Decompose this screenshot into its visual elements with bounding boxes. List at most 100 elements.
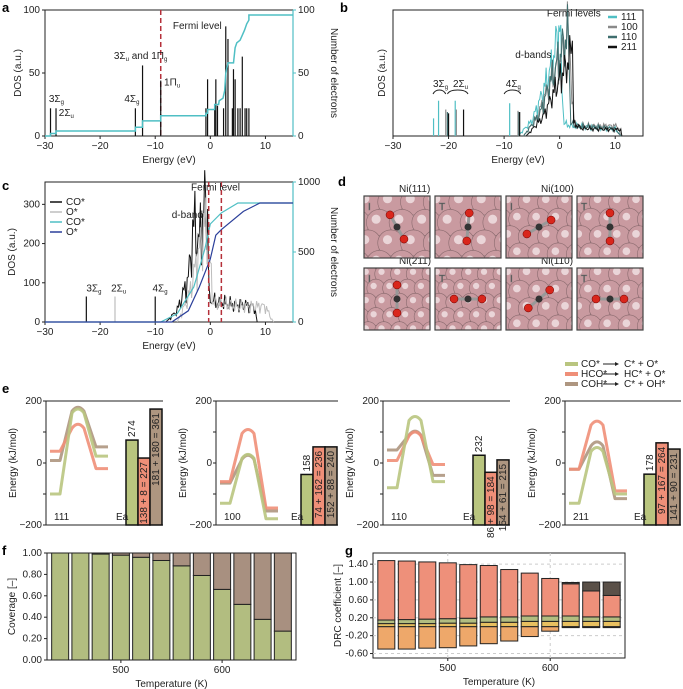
ni-highlight (532, 354, 540, 362)
ni-highlight (580, 337, 588, 345)
y-tick-label: -0.60 (345, 649, 368, 660)
y-tick-label: 0.20 (23, 634, 43, 645)
ni-atom (364, 321, 378, 330)
annotation-part: 3Σ (114, 51, 126, 62)
ni-highlight (651, 195, 659, 203)
x-axis-label: Energy (eV) (142, 341, 195, 352)
electron-count-line (45, 202, 293, 323)
ni-atom (666, 191, 683, 213)
ni-atom (480, 332, 502, 354)
ni-highlight (632, 196, 640, 204)
bar-segment-green (438, 618, 457, 624)
tile-frame (434, 195, 502, 259)
bar-segment-yellow (500, 621, 519, 628)
ni-highlight (513, 319, 521, 328)
x-tick-label: −30 (37, 327, 54, 338)
ni-atom (518, 332, 540, 354)
ni-highlight (622, 212, 631, 221)
ni-highlight (378, 325, 385, 330)
ni-highlight (417, 311, 425, 318)
bar-segment-other (273, 552, 292, 632)
ni-highlight (506, 196, 512, 204)
ni-highlight (480, 325, 488, 330)
carbon-atom (606, 295, 614, 303)
oxygen-atom (545, 285, 554, 295)
annotation-part: u (123, 289, 126, 295)
ni-highlight (609, 178, 617, 186)
annotation-part: 3Σ (433, 79, 445, 90)
annotation-part: d-bands (515, 50, 551, 61)
ni-highlight (506, 230, 512, 238)
ni-highlight (394, 174, 403, 183)
ni-atom (617, 314, 641, 330)
ni-highlight (442, 214, 452, 224)
ni-atom (480, 169, 506, 195)
ni-atom (476, 321, 496, 330)
ni-atom (666, 226, 683, 248)
ni-atom (676, 315, 683, 337)
oxygen-atom (619, 294, 629, 304)
ni-highlight (603, 247, 611, 256)
ni-highlight (556, 174, 565, 183)
bar-segment-orange (459, 626, 478, 647)
ni-atom (435, 169, 461, 195)
atoms (574, 246, 683, 354)
ni-atom (647, 332, 669, 354)
ni-highlight (584, 247, 592, 256)
brace (432, 89, 447, 95)
x-tick-label: 500 (439, 663, 456, 674)
ni-highlight (574, 337, 582, 345)
electron-count-line (45, 202, 293, 323)
band-annotation: Fermi level (191, 183, 240, 194)
ni-atom (676, 246, 683, 268)
structure-tile: T (434, 267, 502, 331)
bar-segment-orange (561, 626, 580, 629)
ni-highlight (417, 174, 426, 183)
ni-atom (367, 336, 385, 354)
bar-segment-CO* (253, 618, 272, 661)
dband-curve-100 (523, 1, 622, 137)
ni-highlight (372, 174, 381, 183)
ni-highlight (671, 265, 679, 273)
dband-curve (176, 197, 275, 323)
band-annotation: 2Σu (453, 79, 468, 91)
x-axis-label: Energy (eV) (491, 155, 544, 166)
carbon-atom (606, 223, 614, 231)
bar-segment-other (91, 552, 110, 555)
ni-atom (506, 169, 532, 195)
bar-segment-green (582, 616, 601, 622)
bar-segment-salmon (520, 572, 539, 617)
y2-tick-label: 100 (298, 5, 315, 16)
ni-atom (430, 336, 448, 354)
oxygen-atom (605, 208, 615, 218)
y-tick-label: 1.00 (23, 548, 43, 559)
carbon-atom (464, 223, 472, 231)
y-tick-label: 0 (555, 458, 561, 469)
y-axis-label: Energy (kJ/mol) (178, 428, 189, 498)
ni-highlight (441, 311, 448, 318)
y-tick-label: 0.40 (23, 612, 43, 623)
legend-entry: HCO* HC* + O* (565, 369, 666, 380)
ni-highlight (337, 194, 346, 203)
ni-atom (657, 246, 679, 268)
panel-letter-d: d (338, 174, 346, 189)
ni-highlight (577, 268, 583, 276)
bar-segment-green (500, 616, 519, 623)
bar-segment-green (397, 619, 416, 625)
bar-segment-CO* (51, 552, 70, 661)
bar-segment-salmon (418, 561, 437, 620)
bar-segment-orange (418, 626, 437, 649)
ni-highlight (417, 214, 427, 224)
ni-highlight (612, 196, 621, 204)
ni-highlight (382, 235, 393, 245)
orbital-annotation: 1Πu (164, 78, 180, 90)
ni-highlight (534, 174, 543, 183)
ni-atom (527, 314, 551, 330)
structure-tile: T (434, 169, 565, 259)
atoms (435, 169, 565, 258)
bar-segment-salmon (459, 564, 478, 619)
annotation-part: 4Σ (152, 283, 164, 294)
oxygen-atom (524, 303, 533, 313)
bar-segment-green (377, 619, 396, 625)
ni-highlight (651, 337, 659, 345)
